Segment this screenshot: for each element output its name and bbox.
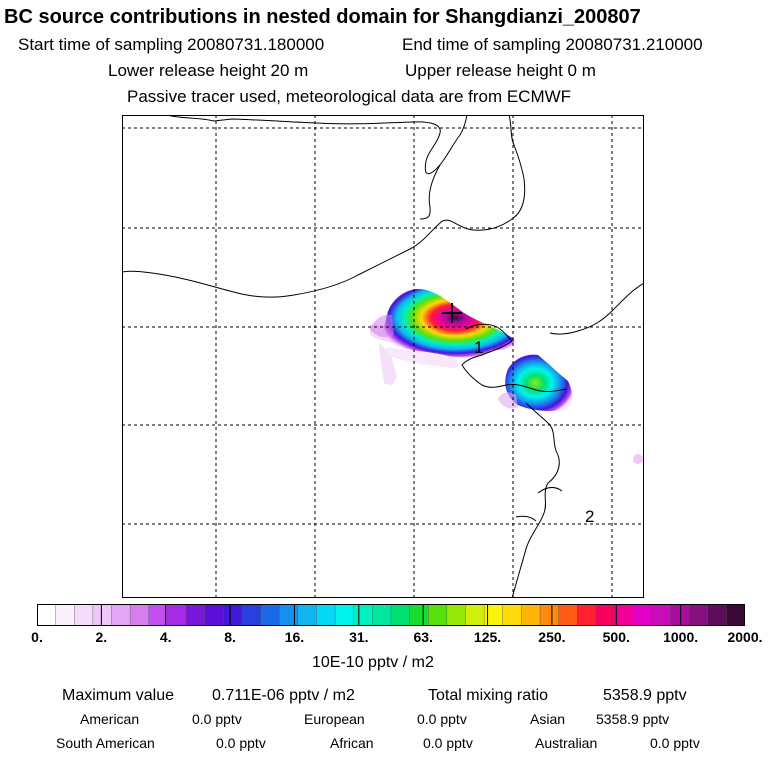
colorbar-cell (185, 604, 206, 626)
colorbar-tick-label: 8. (224, 629, 236, 645)
colorbar-cell (670, 604, 690, 626)
colorbar-cell (223, 604, 243, 626)
region-name-asian: Asian (530, 711, 566, 727)
colorbar-tick-label: 63. (413, 629, 433, 645)
colorbar-cell (260, 604, 280, 626)
colorbar-tick-label: 250. (538, 629, 566, 645)
colorbar-cell (465, 604, 485, 626)
colorbar-cell (316, 604, 336, 626)
edge-blob (633, 454, 643, 464)
region-value-european: 0.0 pptv (417, 711, 467, 727)
colorbar-cell (577, 604, 597, 626)
marker-label-1: 1 (474, 338, 483, 357)
region-value-american: 0.0 pptv (192, 711, 242, 727)
colorbar-cell (502, 604, 523, 626)
colorbar-cell (55, 604, 75, 626)
tracer-note: Passive tracer used, meteorological data… (127, 87, 572, 106)
colorbar (37, 604, 745, 626)
region-name-australian: Australian (535, 735, 598, 751)
main-plume-fringe (370, 314, 394, 337)
colorbar-cell (446, 604, 467, 626)
upper-release-height-label: Upper release height 0 m (405, 61, 596, 80)
region-value-african: 0.0 pptv (423, 735, 473, 751)
colorbar-cell (241, 604, 262, 626)
colorbar-unit: 10E-10 pptv / m2 (312, 654, 434, 671)
colorbar-cell (129, 604, 150, 626)
colorbar-cell (334, 604, 355, 626)
region-value-australian: 0.0 pptv (650, 735, 700, 751)
colorbar-cell (539, 604, 560, 626)
colorbar-cell (483, 604, 504, 626)
max-value: 0.711E-06 pptv / m2 (212, 687, 355, 704)
colorbar-cell (707, 604, 727, 626)
colorbar-cell (148, 604, 169, 626)
colorbar-cell (353, 604, 373, 626)
colorbar-tick-label: 500. (602, 629, 630, 645)
colorbar-cell (521, 604, 541, 626)
region-name-american: American (80, 711, 140, 727)
colorbar-tick-label: 2000. (727, 629, 763, 645)
colorbar-cell (297, 604, 318, 626)
colorbar-tick-label: 2. (95, 629, 108, 645)
colorbar-tick-label: 4. (159, 629, 172, 645)
colorbar-cell (428, 604, 448, 626)
marker-label-2: 2 (585, 507, 594, 526)
colorbar-cell (74, 604, 94, 626)
colorbar-tick-label: 16. (284, 629, 305, 645)
secondary-plume (505, 354, 573, 412)
colorbar-tick-label: 31. (349, 629, 369, 645)
total-mixing-ratio-label: Total mixing ratio (428, 687, 549, 704)
colorbar-cell (279, 604, 299, 626)
coastlines (122, 115, 644, 598)
colorbar-cell (688, 604, 709, 626)
total-mixing-ratio-value: 5358.9 pptv (603, 687, 687, 704)
map-frame (122, 115, 644, 598)
map-panel: 1 2 (122, 115, 644, 598)
colorbar-tick-label: 1000. (663, 629, 699, 645)
colorbar-cell (595, 604, 616, 626)
main-plume (384, 289, 515, 358)
colorbar-tick-label: 125. (473, 629, 502, 645)
end-time-label: End time of sampling 20080731.210000 (402, 35, 703, 54)
colorbar-cell (390, 604, 411, 626)
region-value-south-american: 0.0 pptv (216, 735, 266, 751)
colorbar-cell (372, 604, 392, 626)
colorbar-frame (37, 604, 745, 626)
colorbar-cell (92, 604, 113, 626)
region-value-asian: 5358.9 pptv (596, 711, 670, 727)
receptor-site-icon (442, 303, 462, 323)
colorbar-cell (614, 604, 634, 626)
region-name-african: African (330, 735, 374, 751)
colorbar-cell (409, 604, 429, 626)
graticule (122, 115, 644, 598)
colorbar-cell (558, 604, 578, 626)
colorbar-cell (204, 604, 224, 626)
region-name-south-american: South American (56, 735, 155, 751)
start-time-label: Start time of sampling 20080731.180000 (18, 35, 325, 54)
colorbar-tick-label: 0. (31, 629, 43, 645)
colorbar-cell (111, 604, 131, 626)
max-value-label: Maximum value (62, 687, 175, 704)
colorbar-cell (726, 604, 745, 626)
colorbar-cell (651, 604, 672, 626)
colorbar-cell (633, 604, 653, 626)
colorbar-cell (167, 604, 187, 626)
lower-release-height-label: Lower release height 20 m (108, 61, 309, 80)
colorbar-cell (37, 604, 57, 626)
region-name-european: European (304, 711, 365, 727)
plot-title: BC source contributions in nested domain… (4, 6, 641, 28)
